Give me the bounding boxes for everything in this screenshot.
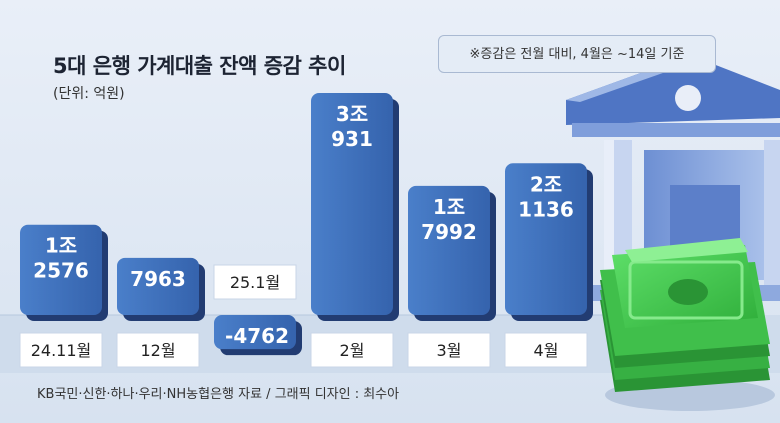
category-label-box — [310, 332, 394, 368]
bar — [20, 224, 102, 315]
chart-title: 5대 은행 가계대출 잔액 증감 추이 — [53, 54, 346, 78]
category-label-box — [19, 332, 103, 368]
bar-value-label: 3조 — [336, 102, 368, 126]
bar-value-label: -4762 — [225, 324, 289, 348]
category-labels: 24.11월 12월 25.1월 2월 3월 4월 — [19, 264, 588, 368]
bar-value-label: 1136 — [518, 197, 574, 221]
category-label: 3월 — [437, 341, 462, 360]
unit-label: (단위: 억원) — [53, 86, 125, 102]
cash-stack-icon — [600, 238, 775, 411]
bar — [311, 93, 393, 315]
bar-value-label: 931 — [331, 127, 373, 151]
bar-value-label: 1조 — [433, 195, 465, 219]
source-credit: KB국민·신한·하나·우리·NH농협은행 자료 / 그래픽 디자인 : 최수아 — [37, 387, 400, 402]
bar-value-label: 2576 — [33, 259, 89, 283]
category-label: 4월 — [534, 341, 559, 360]
category-label-box — [116, 332, 200, 368]
category-label: 24.11월 — [31, 341, 92, 360]
bar — [117, 257, 199, 315]
category-label-box — [504, 332, 588, 368]
category-label-box — [407, 332, 491, 368]
category-label-box — [213, 264, 297, 300]
category-label: 2월 — [340, 341, 365, 360]
bar-value-label: 1조 — [45, 234, 77, 258]
bar — [408, 185, 490, 315]
bar-value-label: 7992 — [421, 220, 477, 244]
bar-value-label: 7963 — [130, 267, 186, 291]
category-label: 12월 — [140, 341, 175, 360]
bar — [505, 163, 587, 315]
bar-value-label: 2조 — [530, 172, 562, 196]
bar — [214, 315, 296, 350]
note-box: ※증감은 전월 대비, 4월은 ~14일 기준 — [438, 35, 716, 73]
category-label: 25.1월 — [230, 273, 280, 292]
